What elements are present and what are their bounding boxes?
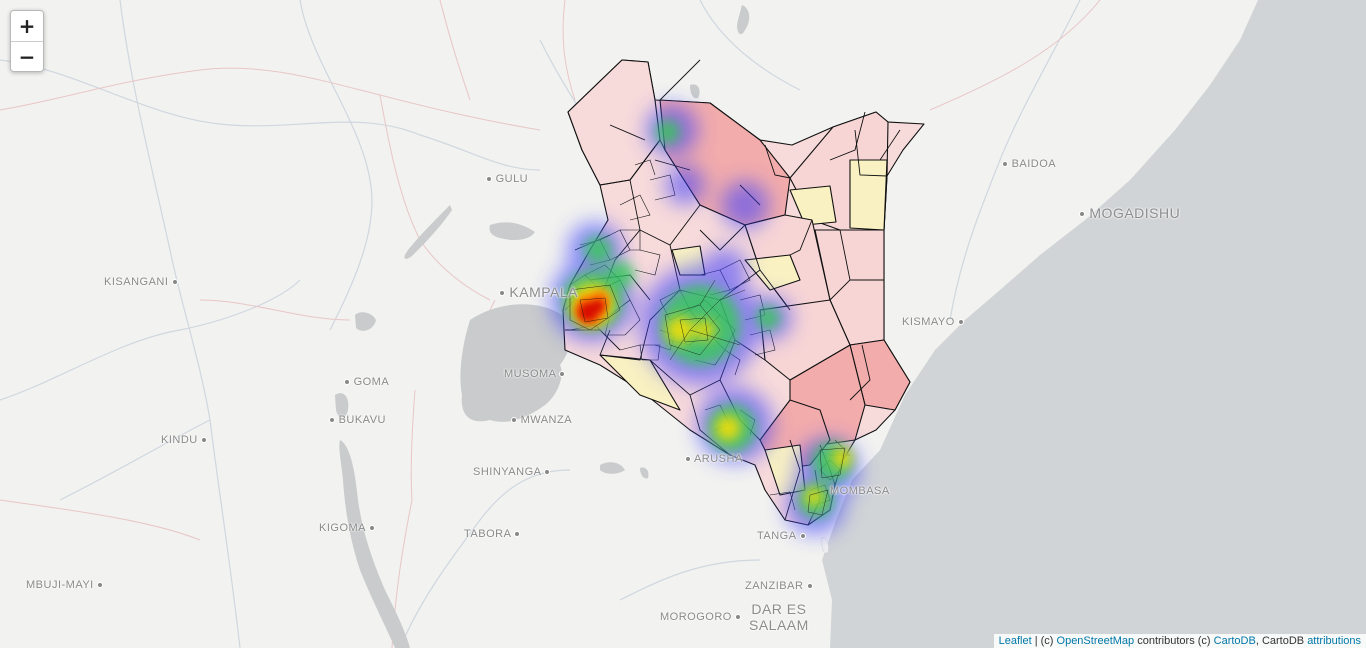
city-kisangani: KISANGANI [104,276,178,288]
attribution-contributors-text: contributors (c) [1134,635,1214,647]
city-goma: GOMA [344,376,389,388]
city-dot-icon [201,437,208,444]
city-kigoma: KIGOMA [319,522,375,534]
region-mandera [849,159,888,231]
city-shinyanga: SHINYANGA [473,466,551,478]
city-label-line1: DAR ES [751,601,807,617]
lake-manyara [640,467,649,479]
city-mogadishu: MOGADISHU [1079,205,1180,221]
city-dot-icon [514,531,521,538]
city-musoma: MUSOMA [504,368,566,380]
lake-kivu [335,393,349,418]
zoom-control: + − [10,10,44,72]
rivers [0,0,1081,648]
lake-kyoga [489,222,535,240]
attribution-separator: | (c) [1031,635,1057,647]
city-label: MUSOMA [504,368,556,380]
heatmap-layer [550,104,860,535]
city-dot-icon [806,583,813,590]
indian-ocean [822,0,1366,648]
attribution-cartodb-text: , CartoDB [1255,635,1308,647]
city-label: BAIDOA [1011,158,1057,170]
city-dot-icon [171,279,178,286]
leaflet-link[interactable]: Leaflet [998,635,1032,647]
lake-edward [355,312,376,331]
city-label: GULU [495,173,529,185]
city-mbujimayi: MBUJI-MAYI [26,579,104,591]
lakes [335,5,750,648]
city-label-line2: SALAAM [749,617,809,633]
region-kajiado-yellow [599,354,681,411]
city-label: KINDU [161,434,198,446]
city-kismayo: KISMAYO [902,316,965,328]
city-label: GOMA [353,376,390,388]
attributions-link[interactable]: attributions [1307,635,1361,647]
city-label: MOROGORO [660,611,732,623]
lake-natron [600,462,625,474]
city-bukavu: BUKAVU [329,414,386,426]
lake-victoria [460,304,571,422]
city-dot-icon [344,379,350,386]
city-label: KAMPALA [509,284,578,300]
city-label: MOGADISHU [1089,205,1181,221]
city-mombasa: MOMBASA [830,485,890,497]
city-kampala: KAMPALA [499,284,578,300]
county-lines-overlay [569,279,846,516]
city-arusha: ARUSHA [685,453,743,465]
city-dot-icon [97,582,104,589]
city-label: KISMAYO [902,316,955,328]
city-dot-icon [685,456,691,463]
lake-turkana-north [690,84,700,99]
zoom-in-button[interactable]: + [11,11,43,41]
city-dot-icon [799,533,806,540]
city-mwanza: MWANZA [511,414,572,426]
city-label: SHINYANGA [473,466,541,478]
city-gulu: GULU [486,173,528,185]
city-dot-icon [735,614,742,621]
city-dot-icon [368,525,375,532]
lake-tanganyika [339,440,410,648]
city-dot-icon [1002,161,1008,168]
city-dot-icon [958,319,965,326]
zoom-out-button[interactable]: − [11,41,43,71]
city-baidoa: BAIDOA [1002,158,1056,170]
city-tabora: TABORA [464,528,521,540]
city-zanzibar: ZANZIBAR [745,580,813,592]
city-dot-icon [511,417,517,424]
city-label: ZANZIBAR [745,580,804,592]
city-label: MOMBASA [830,485,890,497]
city-kindu: KINDU [161,434,208,446]
city-star-icon [499,290,505,297]
region-central-yellow [744,254,801,291]
region-northeast-yellow [789,185,837,226]
openstreetmap-link[interactable]: OpenStreetMap [1056,635,1135,647]
city-label: KIGOMA [319,522,366,534]
city-dot-icon [559,371,566,378]
lake-turkana [737,5,750,35]
city-label: TABORA [464,528,511,540]
attribution-bar: Leaflet | (c) OpenStreetMap contributors… [993,634,1366,648]
pemba-island [821,537,829,554]
city-star-icon [1079,211,1085,218]
city-tanga: TANGA [757,530,806,542]
city-dot-icon [486,176,492,183]
city-dar-es-salaam: DAR ES SALAAM [749,601,809,633]
city-morogoro: MOROGORO [660,611,742,623]
city-label: MBUJI-MAYI [26,579,94,591]
lake-albert [404,205,452,259]
city-label: KISANGANI [104,276,169,288]
city-label: BUKAVU [338,414,386,426]
city-label: TANGA [757,530,796,542]
city-label: MWANZA [520,414,573,426]
city-label: ARUSHA [693,453,743,465]
cartodb-link[interactable]: CartoDB [1213,635,1256,647]
city-dot-icon [329,417,335,424]
city-dot-icon [544,469,551,476]
